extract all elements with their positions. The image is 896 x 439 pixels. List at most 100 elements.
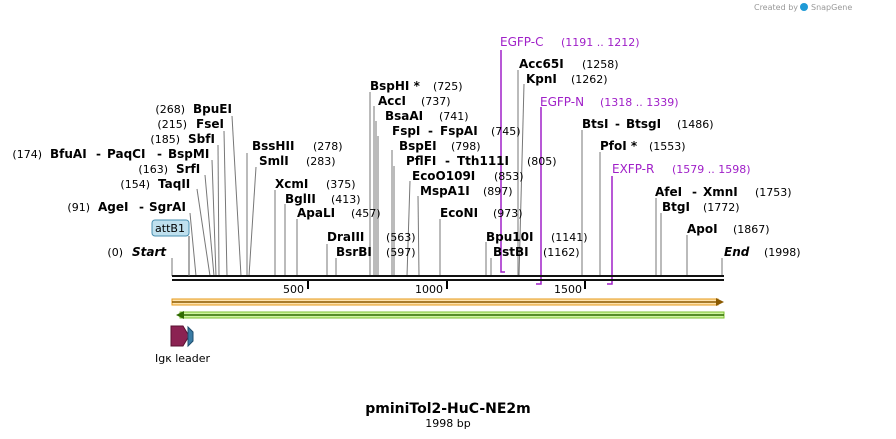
enzyme-xcmi[interactable]: XcmI (375) bbox=[275, 177, 356, 191]
enzyme-agei-sgrai[interactable]: (91) AgeI - SgrAI bbox=[67, 200, 186, 214]
igk-leader-label: Igκ leader bbox=[155, 352, 211, 365]
svg-text:(1772): (1772) bbox=[703, 201, 740, 214]
svg-text:(798): (798) bbox=[451, 140, 481, 153]
enzyme-pfoi[interactable]: PfoI * (1553) bbox=[600, 139, 686, 153]
svg-text:(91): (91) bbox=[67, 201, 90, 214]
enzyme-apali[interactable]: ApaLI (457) bbox=[297, 206, 381, 220]
svg-text:(413): (413) bbox=[331, 193, 361, 206]
enzyme-fspi-fspai[interactable]: FspI - FspAI (745) bbox=[392, 124, 521, 138]
svg-text:Tth111I: Tth111I bbox=[457, 154, 509, 168]
svg-text:(597): (597) bbox=[386, 246, 416, 259]
enzyme-srfi[interactable]: (163) SrfI bbox=[138, 162, 200, 176]
enzyme-sbfi[interactable]: (185) SbfI bbox=[150, 132, 215, 146]
svg-text:-: - bbox=[445, 154, 450, 168]
svg-text:SgrAI: SgrAI bbox=[149, 200, 186, 214]
enzyme-draiii[interactable]: DraIII (563) bbox=[327, 230, 416, 244]
svg-text:SbfI: SbfI bbox=[188, 132, 215, 146]
svg-text:AgeI: AgeI bbox=[98, 200, 128, 214]
svg-text:(1258): (1258) bbox=[582, 58, 619, 71]
feature-attb1-block[interactable] bbox=[187, 325, 194, 348]
svg-text:-: - bbox=[157, 147, 162, 161]
svg-text:DraIII: DraIII bbox=[327, 230, 364, 244]
svg-text:PflFI: PflFI bbox=[406, 154, 436, 168]
svg-text:EcoO109I: EcoO109I bbox=[412, 169, 475, 183]
enzyme-bpuei[interactable]: (268) BpuEI bbox=[155, 102, 232, 116]
svg-text:(1262): (1262) bbox=[571, 73, 608, 86]
svg-text:(563): (563) bbox=[386, 231, 416, 244]
enzyme-ecoo109i[interactable]: EcoO109I (853) bbox=[412, 169, 524, 183]
svg-text:BtsgI: BtsgI bbox=[626, 117, 661, 131]
feature-reverse-green[interactable] bbox=[176, 311, 725, 319]
enzyme-end[interactable]: End (1998) bbox=[724, 245, 801, 259]
svg-text:EGFP-N: EGFP-N bbox=[540, 95, 584, 109]
feature-attb1[interactable]: attB1 bbox=[151, 219, 190, 276]
enzyme-leader-lines bbox=[171, 70, 723, 277]
enzyme-btsi-btsgi[interactable]: BtsI - BtsgI (1486) bbox=[582, 117, 714, 131]
svg-text:(1753): (1753) bbox=[755, 186, 792, 199]
svg-text:MspA1I: MspA1I bbox=[420, 184, 470, 198]
svg-text:EGFP-C: EGFP-C bbox=[500, 35, 543, 49]
svg-text:(737): (737) bbox=[421, 95, 451, 108]
svg-text:BstBI: BstBI bbox=[493, 245, 529, 259]
enzyme-bglii[interactable]: BglII (413) bbox=[285, 192, 361, 206]
svg-text:EcoNI: EcoNI bbox=[440, 206, 478, 220]
svg-text:SrfI: SrfI bbox=[176, 162, 200, 176]
enzyme-fsei[interactable]: (215) FseI bbox=[157, 117, 224, 131]
ruler-ticks: 500 1000 1500 bbox=[283, 281, 586, 296]
enzyme-smli[interactable]: SmlI (283) bbox=[259, 154, 336, 168]
svg-text:BspMI: BspMI bbox=[168, 147, 209, 161]
svg-text:KpnI: KpnI bbox=[526, 72, 557, 86]
enzyme-bspei[interactable]: BspEI (798) bbox=[399, 139, 481, 153]
svg-text:(1141): (1141) bbox=[551, 231, 588, 244]
enzyme-btgi[interactable]: BtgI (1772) bbox=[662, 200, 740, 214]
svg-text:Bpu10I: Bpu10I bbox=[486, 230, 533, 244]
dna-backbone bbox=[172, 275, 724, 281]
enzyme-apoi[interactable]: ApoI (1867) bbox=[687, 222, 770, 236]
svg-text:BtsI: BtsI bbox=[582, 117, 609, 131]
svg-text:(283): (283) bbox=[306, 155, 336, 168]
svg-text:(1162): (1162) bbox=[543, 246, 580, 259]
svg-text:BglII: BglII bbox=[285, 192, 316, 206]
enzyme-acci[interactable]: AccI (737) bbox=[378, 94, 451, 108]
enzyme-bsaai[interactable]: BsaAI (741) bbox=[385, 109, 469, 123]
enzyme-pflfi-tth111i[interactable]: PflFI - Tth111I (805) bbox=[406, 154, 557, 168]
svg-text:(185): (185) bbox=[150, 133, 180, 146]
svg-text:BspHI *: BspHI * bbox=[370, 79, 421, 93]
feature-igk-leader[interactable]: Igκ leader bbox=[155, 325, 211, 365]
svg-text:(1318 .. 1339): (1318 .. 1339) bbox=[600, 96, 679, 109]
svg-text:(1867): (1867) bbox=[733, 223, 770, 236]
svg-text:EXFP-R: EXFP-R bbox=[612, 162, 654, 176]
svg-text:PfoI *: PfoI * bbox=[600, 139, 638, 153]
primer-egfp-n[interactable]: EGFP-N (1318 .. 1339) bbox=[536, 95, 679, 285]
svg-text:(163): (163) bbox=[138, 163, 168, 176]
primer-exfp-r[interactable]: EXFP-R (1579 .. 1598) bbox=[607, 162, 751, 285]
svg-text:(215): (215) bbox=[157, 118, 187, 131]
enzyme-econi[interactable]: EcoNI (973) bbox=[440, 206, 523, 220]
enzyme-bsrbi[interactable]: BsrBI (597) bbox=[336, 245, 416, 259]
enzyme-bsphi[interactable]: BspHI * (725) bbox=[370, 79, 463, 93]
enzyme-bpu10i[interactable]: Bpu10I (1141) bbox=[486, 230, 588, 244]
enzyme-bsshii[interactable]: BssHII (278) bbox=[252, 139, 343, 153]
primer-egfp-c[interactable]: EGFP-C (1191 .. 1212) bbox=[500, 35, 640, 273]
map-length: 1998 bp bbox=[425, 417, 470, 430]
enzyme-start[interactable]: (0) Start bbox=[107, 245, 167, 259]
enzyme-afei-xmni[interactable]: AfeI - XmnI (1753) bbox=[655, 185, 792, 199]
enzyme-taqii[interactable]: (154) TaqII bbox=[120, 177, 190, 191]
feature-forward-orange[interactable] bbox=[171, 298, 724, 306]
enzyme-mspa1i[interactable]: MspA1I (897) bbox=[420, 184, 513, 198]
enzyme-bstbi[interactable]: BstBI (1162) bbox=[493, 245, 580, 259]
svg-text:SmlI: SmlI bbox=[259, 154, 289, 168]
svg-text:AccI: AccI bbox=[378, 94, 406, 108]
enzyme-acc65i[interactable]: Acc65I (1258) bbox=[519, 57, 619, 71]
svg-text:FspAI: FspAI bbox=[440, 124, 478, 138]
svg-text:BfuAI: BfuAI bbox=[50, 147, 87, 161]
svg-text:(805): (805) bbox=[527, 155, 557, 168]
enzyme-bfuai-paqci-bspmi[interactable]: (174) BfuAI - PaqCI - BspMI bbox=[12, 147, 209, 161]
svg-text:Acc65I: Acc65I bbox=[519, 57, 564, 71]
enzyme-kpni[interactable]: KpnI (1262) bbox=[526, 72, 608, 86]
snapgene-logo-icon bbox=[800, 3, 808, 11]
snapgene-branding: Created by SnapGene bbox=[754, 3, 852, 12]
svg-text:-: - bbox=[139, 200, 144, 214]
svg-text:TaqII: TaqII bbox=[158, 177, 190, 191]
